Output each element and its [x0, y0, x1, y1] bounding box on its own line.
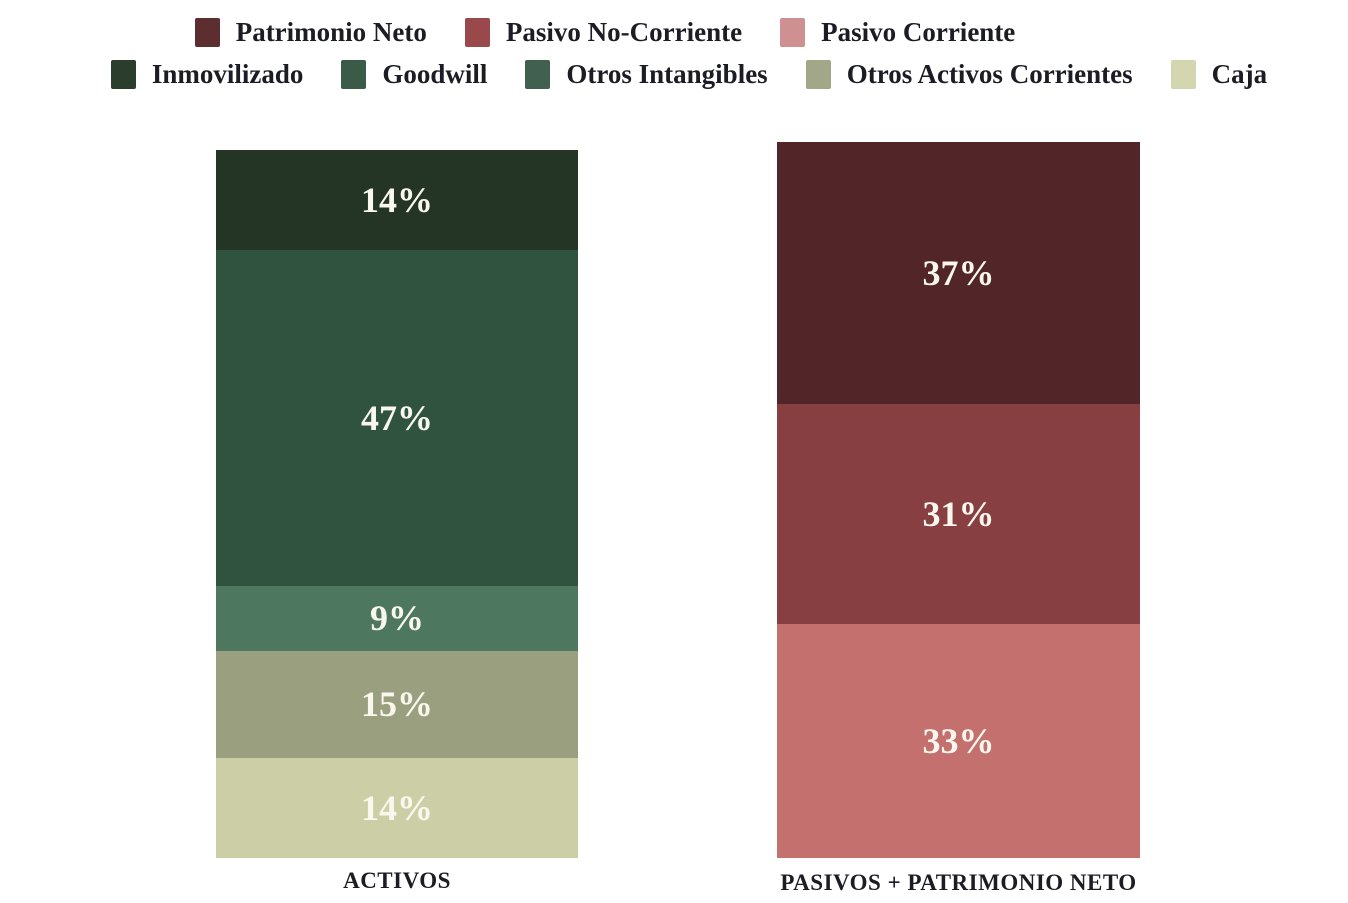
bar-segment-caja: 14% — [216, 757, 578, 858]
segment-percentage-label: 9% — [370, 598, 424, 639]
bar-activos: 14% 47% 9% 15% 14% — [216, 150, 578, 858]
legend-item-label: Caja — [1211, 59, 1268, 89]
segment-percentage-label: 14% — [361, 180, 433, 221]
bar-segment-inmovilizado: 14% — [216, 150, 578, 251]
legend-item-label: Inmovilizado — [151, 59, 304, 89]
legend-item-label: Otros Activos Corrientes — [846, 59, 1133, 89]
legend-swatch-icon — [110, 60, 136, 89]
bar-segment-otros-activos-corrientes: 15% — [216, 650, 578, 758]
segment-percentage-label: 31% — [922, 494, 995, 535]
legend-item-caja: Caja — [1170, 59, 1268, 89]
legend-item-label: Otros Intangibles — [566, 59, 768, 89]
bar-segment-otros-intangibles: 9% — [216, 586, 578, 651]
category-label-activos: ACTIVOS — [343, 868, 451, 893]
segment-percentage-label: 37% — [922, 253, 995, 294]
bar-segment-patrimonio-neto: 37% — [777, 142, 1140, 405]
legend-swatch-icon — [464, 18, 490, 47]
legend-row-liabilities: Patrimonio Neto Pasivo No-Corriente Pasivo… — [0, 18, 1348, 47]
legend-item-goodwill: Goodwill — [341, 60, 487, 89]
legend-item-otros-activos-corrientes: Otros Activos Corrientes — [805, 59, 1133, 89]
segment-percentage-label: 47% — [361, 398, 433, 439]
legend-item-label: Pasivo Corriente — [821, 17, 1016, 47]
category-label-pasivos-patrimonio: PASIVOS + PATRIMONIO NETO — [780, 870, 1137, 895]
legend-item-label: Patrimonio Neto — [235, 17, 427, 47]
legend-item-pasivo-corriente: Pasivo Corriente — [780, 18, 1015, 47]
legend-row-assets: Inmovilizado Goodwill Otros Intangibles Otr… — [0, 60, 1348, 89]
legend-item-inmovilizado: Inmovilizado — [110, 59, 304, 89]
legend-item-pasivo-no-corriente: Pasivo No-Corriente — [464, 17, 743, 47]
segment-percentage-label: 33% — [922, 721, 995, 762]
legend-item-otros-intangibles: Otros Intangibles — [525, 59, 768, 89]
legend-item-label: Pasivo No-Corriente — [505, 17, 743, 47]
legend-swatch-icon — [341, 60, 367, 89]
bar-segment-pasivo-no-corriente: 31% — [777, 404, 1140, 625]
segment-percentage-label: 14% — [361, 787, 433, 828]
bar-segment-pasivo-corriente: 33% — [777, 624, 1140, 858]
bar-segment-goodwill: 47% — [216, 250, 578, 587]
legend-swatch-icon — [1170, 60, 1196, 89]
legend-item-patrimonio-neto: Patrimonio Neto — [194, 17, 427, 47]
bar-pasivos-patrimonio: 37% 31% 33% — [777, 142, 1140, 858]
legend-swatch-icon — [525, 60, 551, 89]
segment-percentage-label: 15% — [361, 684, 433, 725]
legend-swatch-icon — [194, 18, 220, 47]
legend-item-label: Goodwill — [382, 59, 488, 89]
legend-swatch-icon — [780, 18, 806, 47]
legend-swatch-icon — [805, 60, 831, 89]
